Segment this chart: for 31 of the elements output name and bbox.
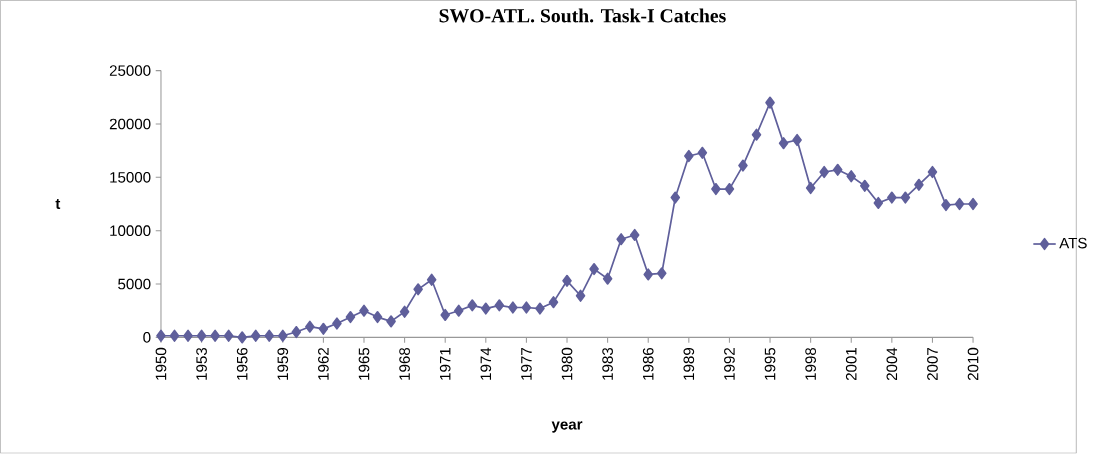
x-tick-label: 1992 [724, 348, 735, 380]
y-tick-label: 0 [143, 332, 151, 343]
x-tick-label: 1986 [642, 348, 654, 380]
x-tick-label: 1968 [399, 348, 410, 380]
x-axis-title: year [551, 421, 583, 433]
x-tick-label: 1977 [521, 348, 532, 380]
chart-title: SWO-ATL. South. Task-I Catches [439, 8, 726, 23]
x-tick-label: 1950 [155, 348, 167, 380]
x-tick-label: 1953 [196, 348, 207, 380]
x-tick-label: 1971 [439, 348, 451, 380]
x-tick-label: 1983 [602, 348, 613, 380]
y-tick-label: 25000 [109, 65, 151, 77]
x-tick-label: 2004 [886, 347, 898, 381]
x-tick-label: 2007 [927, 348, 938, 381]
y-tick-label: 10000 [110, 225, 151, 237]
x-tick-label: 2010 [967, 348, 979, 381]
x-tick-label: 1998 [805, 348, 816, 380]
y-tick-label: 20000 [109, 118, 151, 130]
x-tick-label: 2001 [845, 348, 857, 381]
y-tick-label: 5000 [118, 278, 151, 290]
x-tick-label: 1974 [480, 347, 492, 380]
x-tick-label: 1995 [764, 348, 776, 380]
y-tick-label: 15000 [110, 172, 151, 183]
x-tick-label: 1959 [277, 348, 289, 380]
x-tick-label: 1989 [683, 348, 695, 380]
x-tick-label: 1965 [358, 348, 370, 380]
x-tick-label: 1962 [318, 348, 329, 380]
x-tick-label: 1980 [561, 348, 573, 380]
y-axis-title: t [55, 199, 61, 210]
x-tick-label: 1956 [236, 348, 248, 380]
legend-label: ATS [1059, 237, 1087, 249]
